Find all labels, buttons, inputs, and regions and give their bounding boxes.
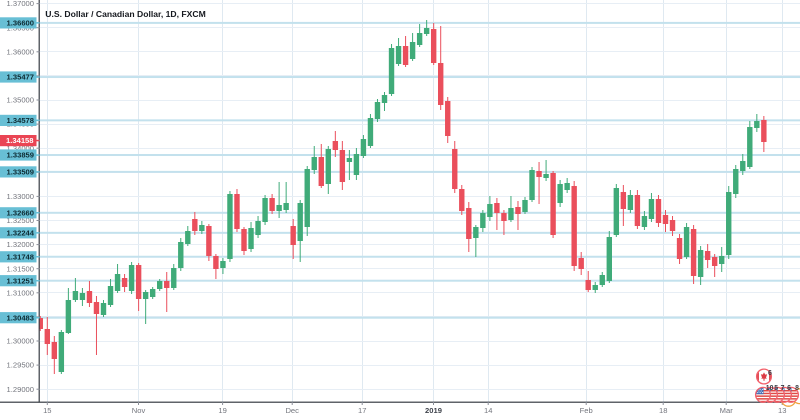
svg-text:18: 18 xyxy=(659,406,667,415)
svg-text:13: 13 xyxy=(778,406,786,415)
svg-text:1.32500: 1.32500 xyxy=(7,216,34,225)
svg-text:Dec: Dec xyxy=(285,406,299,415)
svg-text:10: 10 xyxy=(766,385,774,392)
svg-text:1.32000: 1.32000 xyxy=(7,240,34,249)
svg-text:1.33509: 1.33509 xyxy=(7,168,34,177)
svg-text:1.29000: 1.29000 xyxy=(7,385,34,394)
svg-text:1.32660: 1.32660 xyxy=(7,208,34,217)
svg-text:1.34000: 1.34000 xyxy=(7,144,34,153)
svg-text:6: 6 xyxy=(768,370,772,377)
svg-text:Nov: Nov xyxy=(132,406,146,415)
svg-text:Feb: Feb xyxy=(580,406,593,415)
svg-text:1.34158: 1.34158 xyxy=(6,136,33,145)
svg-text:1.31000: 1.31000 xyxy=(7,288,34,297)
svg-text:19: 19 xyxy=(218,406,226,415)
svg-text:1.36000: 1.36000 xyxy=(7,47,34,56)
svg-text:1.35477: 1.35477 xyxy=(7,73,34,82)
svg-text:1.30000: 1.30000 xyxy=(7,337,34,346)
svg-text:1.30483: 1.30483 xyxy=(7,313,34,322)
svg-text:15: 15 xyxy=(43,406,51,415)
svg-text:1.31500: 1.31500 xyxy=(7,264,34,273)
svg-text:17: 17 xyxy=(358,406,366,415)
svg-text:14: 14 xyxy=(484,406,492,415)
svg-text:1.35000: 1.35000 xyxy=(7,96,34,105)
svg-text:1.36600: 1.36600 xyxy=(7,19,34,28)
svg-text:1.34578: 1.34578 xyxy=(7,116,34,125)
svg-text:1.29500: 1.29500 xyxy=(7,361,34,370)
svg-text:7: 7 xyxy=(781,385,785,392)
svg-text:5: 5 xyxy=(774,385,778,392)
svg-text:U.S. Dollar / Canadian Dollar,: U.S. Dollar / Canadian Dollar, 1D, FXCM xyxy=(45,9,205,19)
svg-text:1.31748: 1.31748 xyxy=(7,252,34,261)
svg-text:6: 6 xyxy=(787,385,791,392)
svg-text:1.33859: 1.33859 xyxy=(7,151,34,160)
svg-text:1.33000: 1.33000 xyxy=(7,192,34,201)
svg-text:8: 8 xyxy=(795,385,799,392)
svg-text:1.37000: 1.37000 xyxy=(7,0,34,8)
svg-text:2019: 2019 xyxy=(425,406,442,415)
svg-text:1.31251: 1.31251 xyxy=(7,276,35,285)
svg-text:Mar: Mar xyxy=(720,406,734,415)
svg-text:1.32244: 1.32244 xyxy=(7,228,35,237)
